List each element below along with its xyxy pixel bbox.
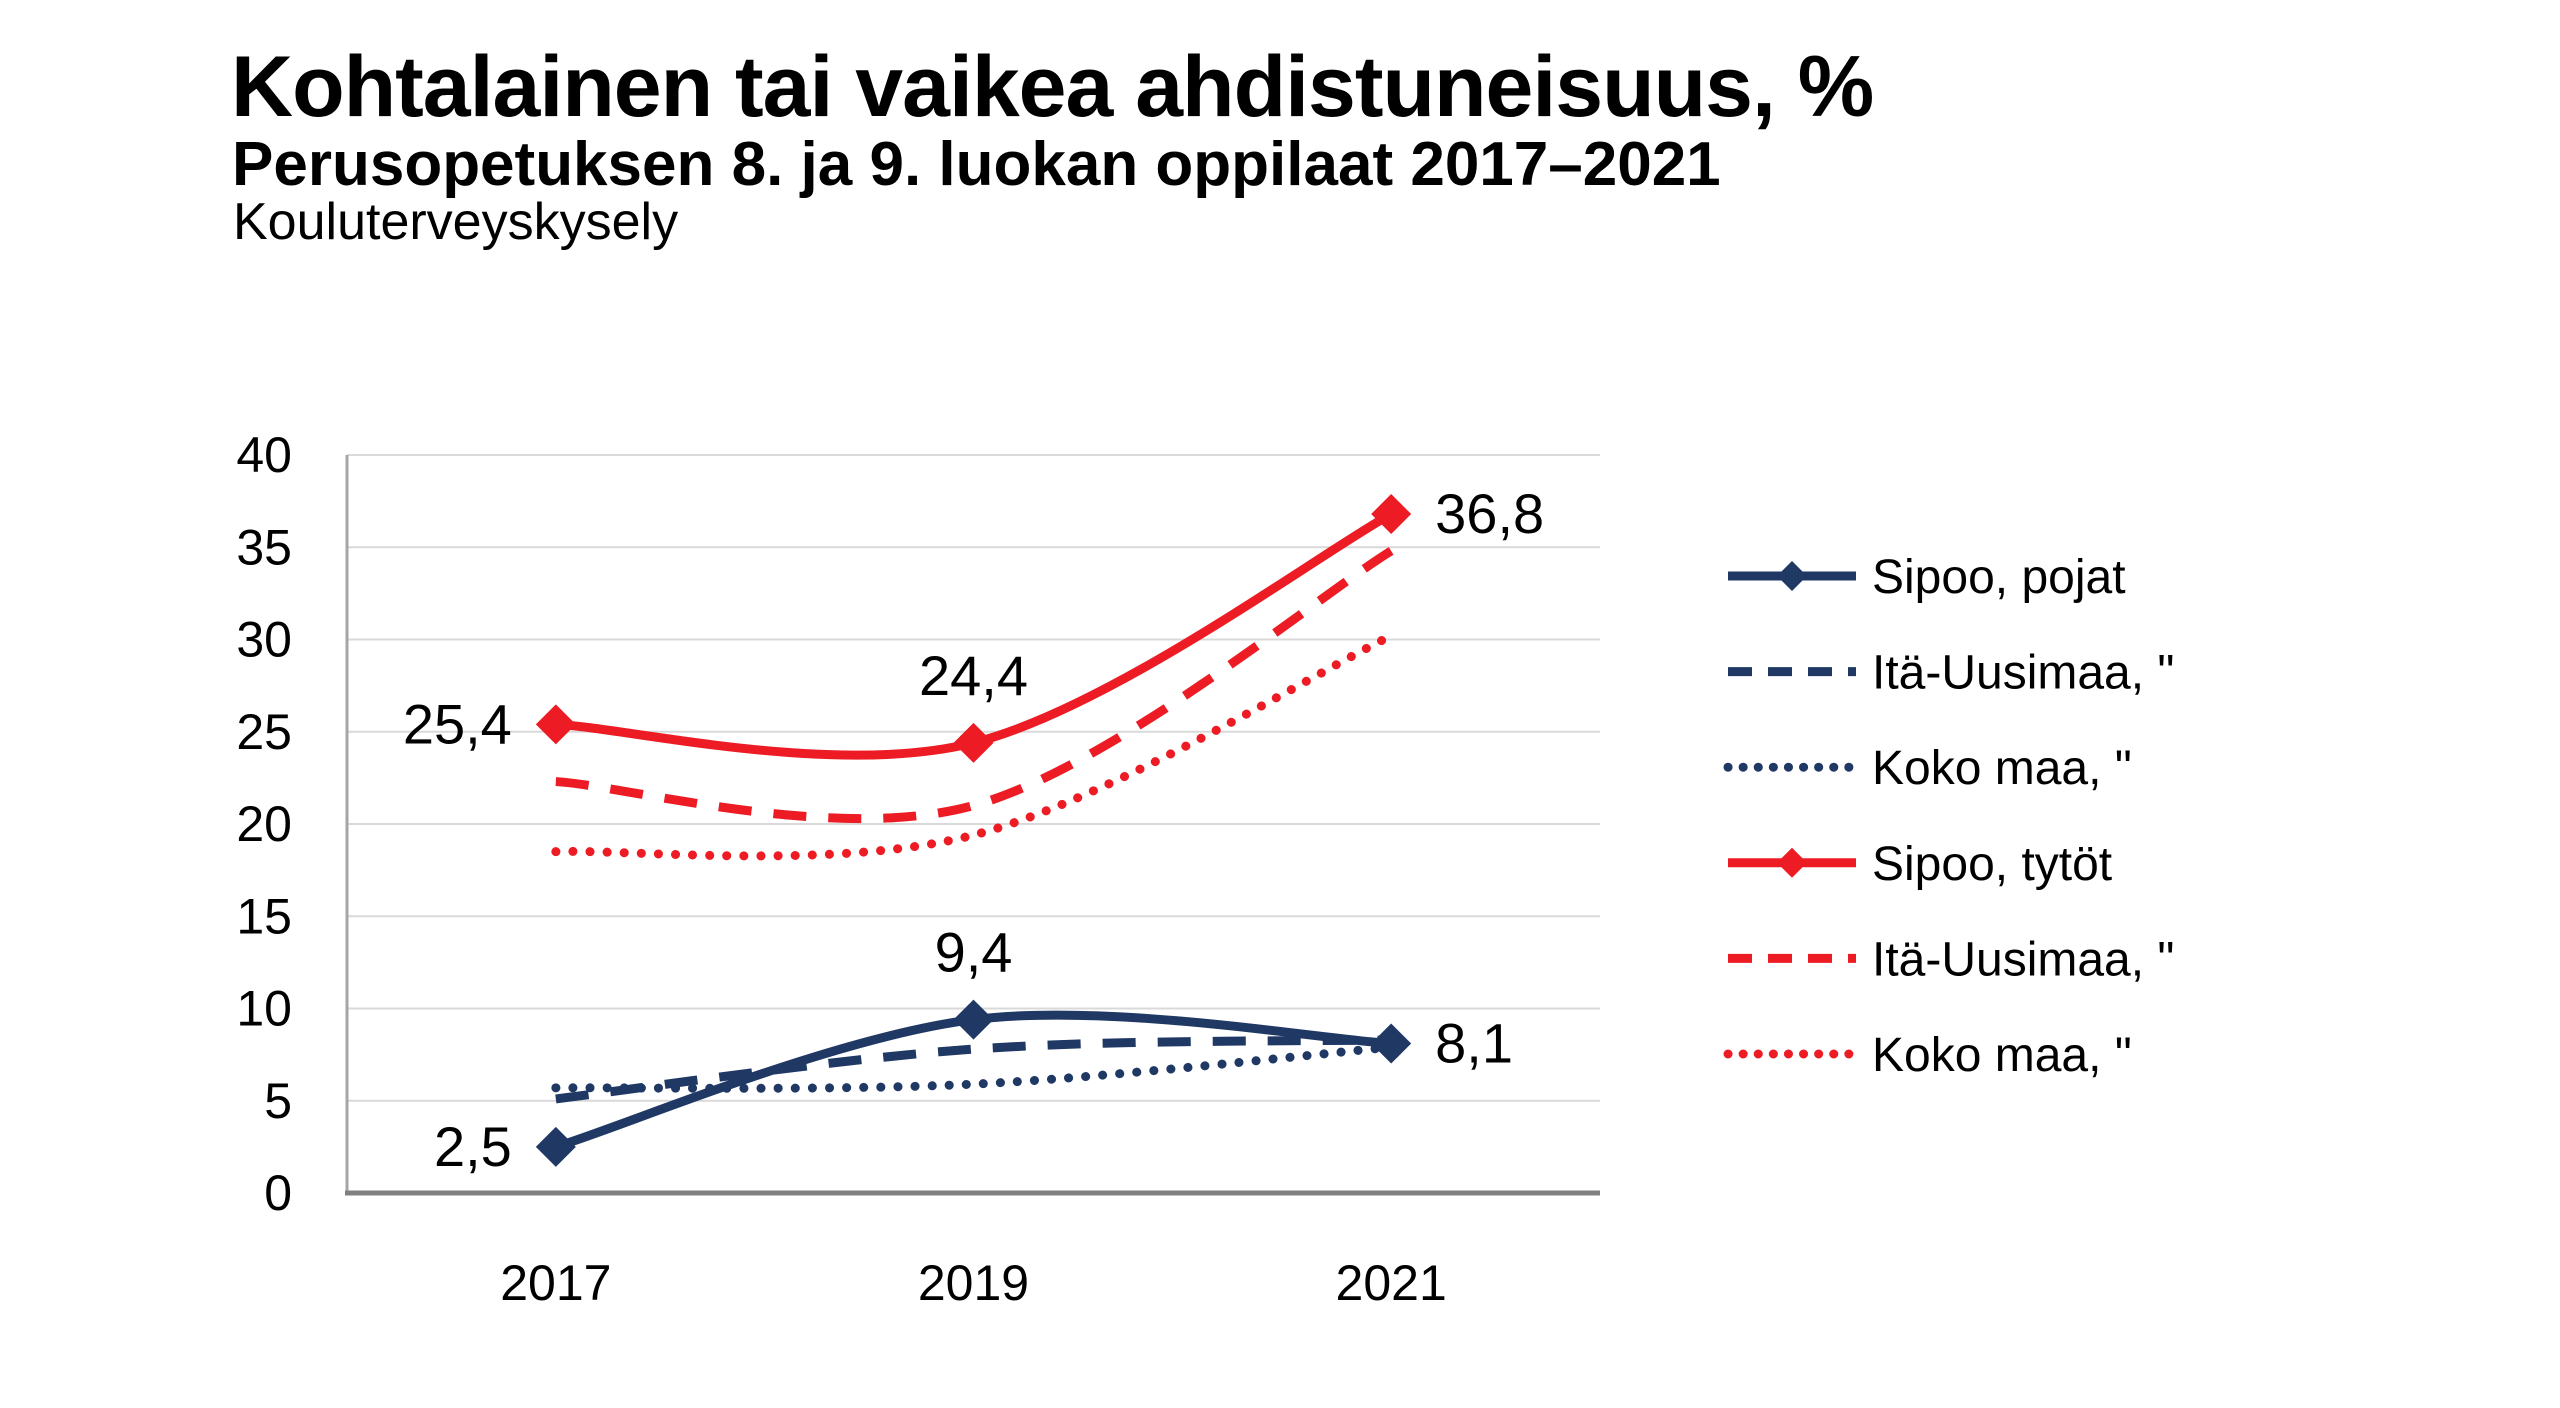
series-markers: [535, 494, 1412, 1167]
marker-sipoo-tyt-t: [1371, 494, 1412, 535]
legend-label: Sipoo, tytöt: [1872, 838, 2112, 891]
legend-label: Itä-Uusimaa, ": [1872, 933, 2174, 986]
legend-item-it-uusimaa-dashed: Itä-Uusimaa, ": [1728, 933, 2174, 986]
series-sipoo-tyt-t-solid-line: [551, 509, 1396, 760]
series-it-uusimaa-dashed-line: [555, 1035, 1392, 1104]
legend-item-koko-maa-dotted: Koko maa, ": [1723, 1029, 2132, 1082]
y-tick-label: 10: [236, 981, 292, 1037]
page-subtitle: Perusopetuksen 8. ja 9. luokan oppilaat …: [232, 130, 1721, 199]
legend-diamond-marker: [1777, 561, 1807, 591]
data-labels: 2,5 9,4 8,1 25,4 24,4 36,8: [403, 482, 1544, 1178]
y-tick-label: 15: [236, 888, 292, 944]
x-tick-label: 2017: [500, 1255, 611, 1311]
y-tick-label: 40: [236, 427, 292, 483]
legend-item-koko-maa-dotted: Koko maa, ": [1723, 742, 2132, 795]
series-it-uusimaa-dashed-line: [555, 547, 1394, 824]
page-title: Kohtalainen tai vaikea ahdistuneisuus, %: [231, 39, 1874, 135]
data-label: 2,5: [434, 1115, 512, 1178]
legend-label: Koko maa, ": [1872, 1029, 2132, 1082]
y-tick-label: 30: [236, 612, 292, 668]
legend-item-sipoo-pojat-solid: Sipoo, pojat: [1728, 551, 2126, 604]
data-label: 8,1: [1435, 1012, 1513, 1075]
marker-sipoo-pojat: [953, 999, 994, 1040]
legend-item-it-uusimaa-dashed: Itä-Uusimaa, ": [1728, 647, 2174, 700]
marker-sipoo-tyt-t: [535, 704, 576, 745]
y-tick-label: 25: [236, 704, 292, 760]
legend-diamond-marker: [1777, 847, 1807, 878]
series-koko-maa-dotted-line: [551, 631, 1396, 861]
marker-sipoo-pojat: [535, 1126, 576, 1167]
marker-sipoo-pojat: [1371, 1023, 1412, 1064]
y-tick-label: 5: [264, 1073, 292, 1129]
y-tick-label: 0: [264, 1165, 292, 1221]
legend-label: Koko maa, ": [1872, 742, 2132, 795]
data-label: 9,4: [935, 921, 1013, 984]
legend-item-sipoo-tyt-t-solid: Sipoo, tytöt: [1728, 838, 2112, 891]
series-koko-maa-dotted-line: [551, 1042, 1396, 1093]
data-label: 24,4: [919, 644, 1028, 707]
data-label: 25,4: [403, 692, 512, 755]
y-tick-label: 20: [236, 796, 292, 852]
legend: Sipoo, pojat Itä-Uusimaa, " Koko maa, " Sip…: [1723, 551, 2174, 1082]
legend-label: Sipoo, pojat: [1872, 551, 2126, 604]
legend-label: Itä-Uusimaa, ": [1872, 647, 2174, 700]
source-label: Kouluterveyskysely: [233, 193, 679, 251]
marker-sipoo-tyt-t: [953, 722, 994, 763]
x-axis-tick-labels: 2017 2019 2021: [500, 1255, 1447, 1311]
x-tick-label: 2021: [1336, 1255, 1447, 1311]
x-tick-label: 2019: [918, 1255, 1029, 1311]
series-lines: [551, 509, 1396, 1152]
y-tick-label: 35: [236, 519, 292, 575]
y-axis-tick-labels: 0 5 10 15 20 25 30 35 40: [236, 427, 292, 1221]
data-label: 36,8: [1435, 482, 1544, 545]
